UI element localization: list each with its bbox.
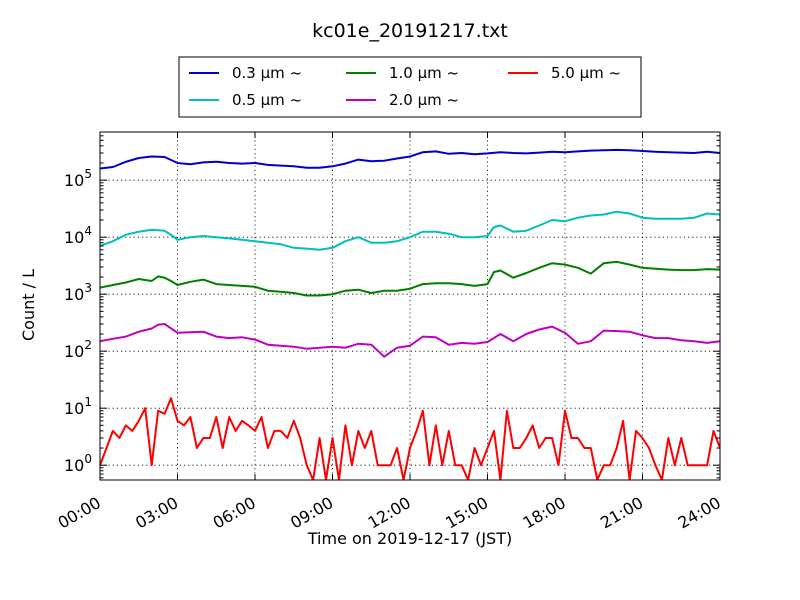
y-tick-base: 10 [64,285,84,304]
series-line-2 [100,260,720,297]
chart-title: kc01e_20191217.txt [312,20,508,42]
y-tick-exponent: 4 [84,224,92,238]
series-line-1 [100,210,720,251]
y-tick-exponent: 0 [84,452,92,466]
legend-label: 0.3 μm ~ [232,64,302,82]
y-tick-exponent: 2 [84,338,92,352]
legend-entry: 2.0 μm ~ [346,91,459,109]
y-tick-exponent: 1 [84,395,92,409]
x-axis-title: Time on 2019-12-17 (JST) [307,529,512,548]
axis-ticks [99,131,721,480]
y-tick-label: 105 [64,167,92,190]
series-line-4 [100,397,720,480]
legend-entry: 0.3 μm ~ [189,64,302,82]
series-line-0 [100,148,720,170]
y-tick-base: 10 [64,399,84,418]
y-tick-label: 102 [64,338,92,361]
y-tick-label: 104 [64,224,92,247]
y-axis-title: Count / L [19,269,38,341]
legend-frame [178,56,642,118]
y-tick-base: 10 [64,456,84,475]
legend-label: 5.0 μm ~ [551,64,621,82]
legend-label: 1.0 μm ~ [389,64,459,82]
y-tick-exponent: 3 [84,281,92,295]
legend: 0.3 μm ~ 0.5 μm ~ 1.0 μm ~ 2.0 μm ~ 5.0 μm ~ [178,56,642,118]
legend-label: 0.5 μm ~ [232,91,302,109]
y-tick-base: 10 [64,228,84,247]
y-tick-label: 100 [64,452,92,475]
y-tick-label: 101 [64,395,92,418]
y-tick-base: 10 [64,342,84,361]
legend-entry: 0.5 μm ~ [189,91,302,109]
plot-series [100,148,720,480]
y-tick-exponent: 5 [84,167,92,181]
y-tick-base: 10 [64,171,84,190]
legend-entry: 1.0 μm ~ [346,64,459,82]
legend-label: 2.0 μm ~ [389,91,459,109]
y-tick-label: 103 [64,281,92,304]
series-line-3 [100,323,720,358]
legend-entry: 5.0 μm ~ [508,64,621,82]
